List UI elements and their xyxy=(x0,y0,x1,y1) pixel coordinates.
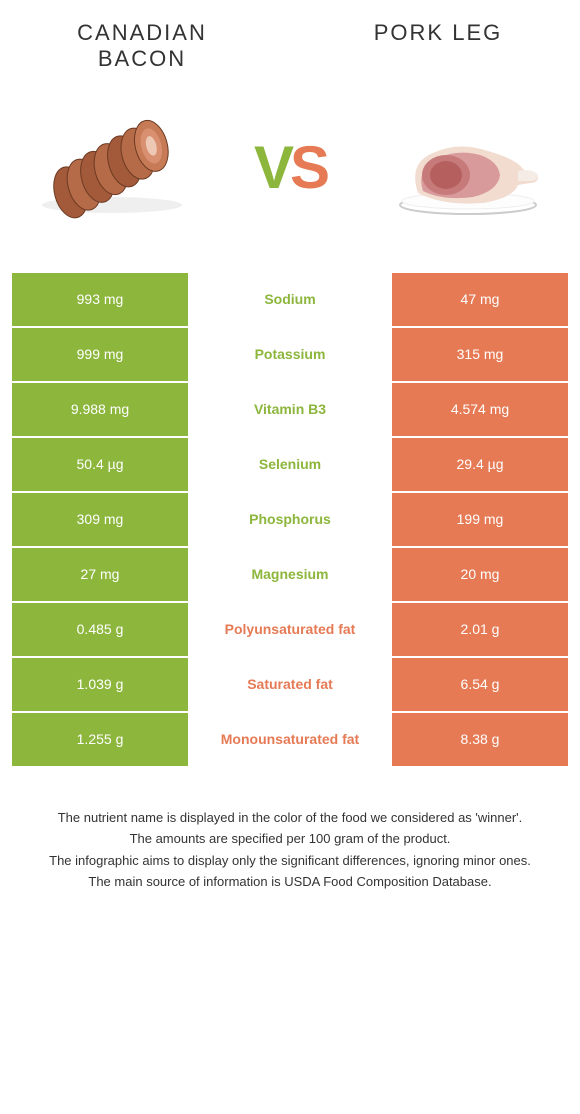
nutrient-label: Selenium xyxy=(188,438,392,491)
footnote-line: The main source of information is USDA F… xyxy=(22,872,558,892)
value-right: 47 mg xyxy=(392,273,568,326)
value-left: 1.255 g xyxy=(12,713,188,766)
food-b-title: PORK LEG xyxy=(338,20,538,73)
food-a-title: CANADIAN BACON xyxy=(42,20,242,73)
value-right: 2.01 g xyxy=(392,603,568,656)
value-left: 9.988 mg xyxy=(12,383,188,436)
value-left: 1.039 g xyxy=(12,658,188,711)
table-row: 309 mgPhosphorus199 mg xyxy=(12,493,568,546)
nutrient-label: Saturated fat xyxy=(188,658,392,711)
value-right: 29.4 µg xyxy=(392,438,568,491)
comparison-table: 993 mgSodium47 mg999 mgPotassium315 mg9.… xyxy=(12,273,568,766)
vs-v: V xyxy=(254,133,290,202)
table-row: 50.4 µgSelenium29.4 µg xyxy=(12,438,568,491)
footnote-line: The infographic aims to display only the… xyxy=(22,851,558,871)
food-a-image xyxy=(32,113,192,223)
nutrient-label: Magnesium xyxy=(188,548,392,601)
value-left: 309 mg xyxy=(12,493,188,546)
value-left: 993 mg xyxy=(12,273,188,326)
value-right: 20 mg xyxy=(392,548,568,601)
footnote-line: The nutrient name is displayed in the co… xyxy=(22,808,558,828)
table-row: 1.039 gSaturated fat6.54 g xyxy=(12,658,568,711)
vs-s: S xyxy=(290,133,326,202)
nutrient-label: Phosphorus xyxy=(188,493,392,546)
nutrient-label: Potassium xyxy=(188,328,392,381)
footnote-line: The amounts are specified per 100 gram o… xyxy=(22,829,558,849)
value-right: 8.38 g xyxy=(392,713,568,766)
table-row: 999 mgPotassium315 mg xyxy=(12,328,568,381)
value-left: 999 mg xyxy=(12,328,188,381)
nutrient-label: Vitamin B3 xyxy=(188,383,392,436)
value-right: 6.54 g xyxy=(392,658,568,711)
value-right: 199 mg xyxy=(392,493,568,546)
nutrient-label: Polyunsaturated fat xyxy=(188,603,392,656)
nutrient-label: Monounsaturated fat xyxy=(188,713,392,766)
table-row: 1.255 gMonounsaturated fat8.38 g xyxy=(12,713,568,766)
vs-label: VS xyxy=(254,133,326,202)
footnotes: The nutrient name is displayed in the co… xyxy=(12,768,568,904)
value-right: 4.574 mg xyxy=(392,383,568,436)
food-b-image xyxy=(388,113,548,223)
hero-row: VS xyxy=(12,83,568,273)
table-row: 9.988 mgVitamin B34.574 mg xyxy=(12,383,568,436)
value-left: 27 mg xyxy=(12,548,188,601)
table-row: 27 mgMagnesium20 mg xyxy=(12,548,568,601)
value-left: 50.4 µg xyxy=(12,438,188,491)
nutrient-label: Sodium xyxy=(188,273,392,326)
value-left: 0.485 g xyxy=(12,603,188,656)
value-right: 315 mg xyxy=(392,328,568,381)
table-row: 993 mgSodium47 mg xyxy=(12,273,568,326)
table-row: 0.485 gPolyunsaturated fat2.01 g xyxy=(12,603,568,656)
